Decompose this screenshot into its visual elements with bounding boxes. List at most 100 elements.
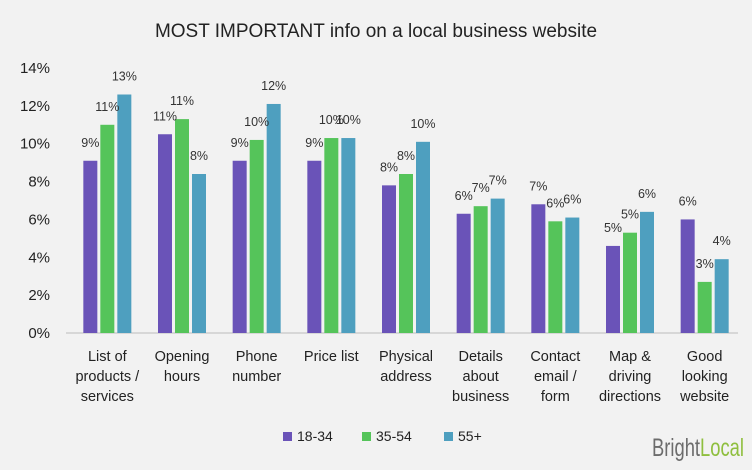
data-label: 11%	[153, 109, 177, 123]
bar-35-54-7	[623, 232, 637, 333]
y-tick-label: 8%	[28, 174, 50, 191]
bar-35-54-4	[399, 174, 413, 333]
data-label: 8%	[380, 160, 398, 174]
bar-35-54-8	[697, 281, 712, 333]
data-label: 12%	[261, 79, 286, 93]
brightlocal-logo: BrightLocal	[652, 434, 744, 462]
bar-55+-4	[416, 141, 430, 333]
x-category-label: about	[463, 369, 499, 385]
data-label: 7%	[489, 174, 507, 188]
x-category-label: Good	[687, 349, 722, 365]
bar-35-54-3	[324, 138, 339, 333]
bar-35-54-5	[473, 206, 488, 333]
x-category-label: website	[679, 389, 729, 405]
bar-18-34-3	[307, 160, 322, 333]
legend-swatch-35-54	[362, 432, 371, 441]
x-category-label: hours	[164, 369, 200, 385]
data-label: 6%	[455, 189, 473, 203]
logo-bright: Bright	[652, 434, 700, 462]
x-category-label: products /	[75, 369, 140, 385]
bar-35-54-2	[249, 139, 264, 333]
bar-55+-6	[565, 217, 580, 333]
data-label: 9%	[81, 136, 99, 150]
data-label: 10%	[319, 113, 344, 127]
data-label: 6%	[563, 193, 581, 207]
x-category-label: List of	[88, 349, 128, 365]
data-label: 5%	[621, 208, 639, 222]
data-label: 11%	[170, 94, 194, 108]
bar-55+-5	[490, 198, 505, 333]
data-label: 5%	[604, 221, 622, 235]
logo-local: Local	[700, 434, 744, 462]
x-category-label: Phone	[236, 349, 278, 365]
x-category-label: Physical	[379, 349, 433, 365]
bar-18-34-8	[680, 219, 695, 333]
x-category-label: email /	[534, 369, 578, 385]
x-category-label: Map &	[609, 349, 651, 365]
legend-label: 18-34	[297, 428, 333, 444]
bar-35-54-1	[175, 119, 189, 333]
bar-35-54-0	[100, 124, 115, 334]
x-category-label: number	[232, 369, 281, 385]
data-label: 8%	[190, 149, 208, 163]
legend-label: 35-54	[376, 428, 412, 444]
chart-title: MOST IMPORTANT info on a local business …	[155, 21, 597, 42]
legend: 18-34 35-54 55+	[283, 428, 482, 444]
data-label: 4%	[713, 234, 731, 248]
bar-18-34-2	[232, 160, 247, 333]
legend-swatch-55+	[444, 432, 453, 441]
data-label: 7%	[529, 179, 547, 193]
x-axis-labels: List of products / services Opening hours Pho…	[75, 349, 729, 405]
bar-18-34-4	[382, 185, 396, 333]
data-label: 10%	[244, 115, 269, 129]
bar-55+-0	[117, 94, 132, 333]
bar-18-34-1	[158, 134, 172, 333]
y-tick-label: 12%	[20, 98, 50, 115]
data-label: 11%	[95, 100, 119, 114]
y-tick-label: 10%	[20, 136, 50, 153]
data-label: 6%	[546, 196, 564, 210]
x-category-label: Details	[459, 349, 503, 365]
bar-35-54-6	[548, 221, 563, 333]
y-axis: 0% 2% 4% 6% 8% 10% 12% 14%	[20, 60, 50, 342]
data-label: 6%	[679, 194, 697, 208]
bar-18-34-5	[456, 213, 471, 333]
data-label: 3%	[696, 257, 714, 271]
x-category-label: looking	[682, 369, 728, 385]
data-label: 9%	[305, 136, 323, 150]
y-tick-label: 2%	[28, 287, 50, 304]
data-label: 6%	[638, 187, 656, 201]
legend-label: 55+	[458, 428, 482, 444]
data-label: 7%	[472, 181, 490, 195]
y-tick-label: 4%	[28, 249, 50, 266]
bar-55+-2	[266, 103, 281, 333]
bars	[83, 94, 729, 334]
x-category-label: services	[81, 389, 134, 405]
y-tick-label: 6%	[28, 211, 50, 228]
bar-55+-3	[341, 138, 356, 333]
bar-55+-8	[714, 259, 729, 333]
data-label: 13%	[112, 70, 137, 84]
data-label: 10%	[336, 113, 361, 127]
x-category-label: form	[541, 389, 570, 405]
bar-18-34-6	[531, 204, 546, 333]
bar-18-34-7	[606, 245, 620, 333]
legend-swatch-18-34	[283, 432, 292, 441]
data-labels: 9%11%13%11%11%8%9%10%12%9%10%10%8%8%10%6…	[81, 70, 730, 271]
bar-55+-1	[192, 174, 206, 333]
x-category-label: Opening	[155, 349, 210, 365]
x-category-label: directions	[599, 389, 661, 405]
x-category-label: Contact	[530, 349, 580, 365]
bar-18-34-0	[83, 160, 98, 333]
x-category-label: Price list	[304, 349, 359, 365]
logo-text: BrightLocal	[652, 434, 744, 462]
x-category-label: business	[452, 389, 509, 405]
y-tick-label: 0%	[28, 325, 50, 342]
x-category-label: address	[380, 369, 432, 385]
y-tick-label: 14%	[20, 60, 50, 77]
data-label: 9%	[231, 136, 249, 150]
bar-55+-7	[640, 211, 654, 333]
data-label: 10%	[410, 117, 435, 131]
x-category-label: driving	[609, 369, 652, 385]
